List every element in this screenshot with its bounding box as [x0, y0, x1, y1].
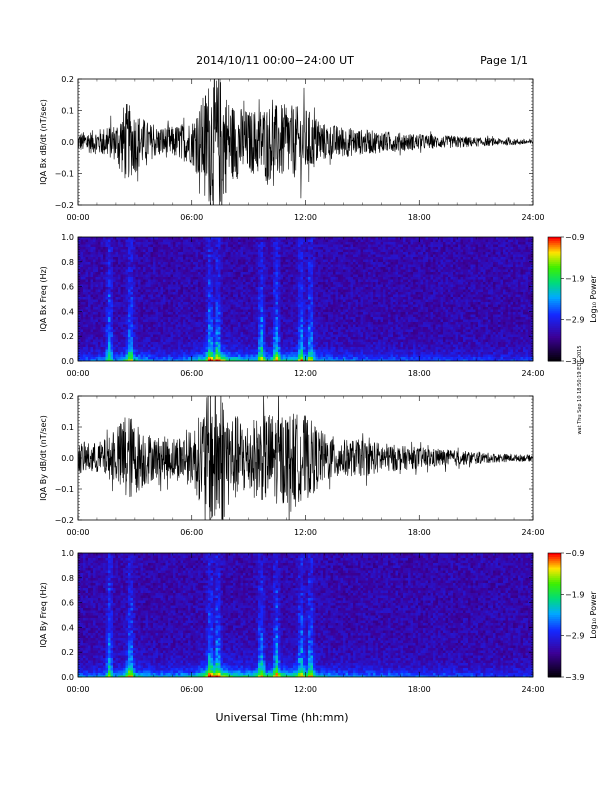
x-tick-label: 06:00 [180, 685, 203, 694]
colorbar: −0.9 −1.9 −2.9 −3.9 Log₁₀ Power [547, 549, 598, 682]
heatmap-cells [78, 553, 533, 677]
panel-4: −0.9 −1.9 −2.9 −3.9 Log₁₀ Power 0.0 0.2 0.4 0.6 0… [39, 549, 598, 694]
colorbar-label: Log₁₀ Power [589, 591, 598, 639]
side-stamp: wat Thu Sep 10 18:50:19 EDT 2015 [577, 345, 583, 434]
colorbar: −0.9 −1.9 −2.9 −3.9 Log₁₀ Power [547, 233, 598, 366]
x-tick-label: 18:00 [408, 528, 431, 537]
y-tick-label: 1.0 [61, 233, 74, 242]
y-tick-label: 0.6 [61, 283, 74, 292]
y-tick-label: 0.0 [61, 673, 74, 682]
panels: −0.2 −0.1 0.0 0.1 0.2 00:00 06:00 12:00 18:00 24:… [39, 75, 598, 694]
colorbar-tick-label: −0.9 [565, 233, 584, 242]
panel-3: −0.2 −0.1 0.0 0.1 0.2 00:00 06:00 12:00 18:00 24:… [39, 392, 545, 537]
colorbar-tick-label: −3.9 [565, 357, 584, 366]
y-tick-label: 0.0 [61, 138, 74, 147]
panel-2: −0.9 −1.9 −2.9 −3.9 Log₁₀ Power 0.0 0.2 0.4 0.6 0… [39, 233, 598, 378]
y-tick-label: 0.6 [61, 599, 74, 608]
colorbar-tick-label: −0.9 [565, 549, 584, 558]
y-tick-label: −0.1 [55, 485, 74, 494]
x-tick-label: 00:00 [66, 213, 89, 222]
page-title: 2014/10/11 00:00−24:00 UT [196, 54, 354, 67]
x-tick-label: 00:00 [66, 685, 89, 694]
colorbar-tick-label: −3.9 [565, 673, 584, 682]
y-tick-label: 0.8 [61, 574, 74, 583]
x-tick-label: 24:00 [521, 528, 544, 537]
x-tick-label: 12:00 [294, 685, 317, 694]
x-tick-label: 24:00 [521, 685, 544, 694]
series-line [78, 396, 533, 520]
page-number: Page 1/1 [480, 54, 528, 67]
y-tick-label: 0.1 [61, 423, 74, 432]
x-axis-label: Universal Time (hh:mm) [216, 711, 349, 724]
y-tick-label: 0.2 [61, 392, 74, 401]
y-tick-label: −0.2 [55, 516, 74, 525]
colorbar-label: Log₁₀ Power [589, 275, 598, 323]
x-tick-label: 00:00 [66, 369, 89, 378]
y-tick-label: 1.0 [61, 549, 74, 558]
y-tick-label: 0.4 [61, 623, 74, 632]
y-axis-label: IQA Bx dB/dt (nT/sec) [39, 99, 48, 185]
x-tick-label: 18:00 [408, 213, 431, 222]
heatmap-cells [78, 237, 533, 361]
colorbar-tick-label: −1.9 [565, 274, 584, 283]
y-tick-label: −0.1 [55, 170, 74, 179]
y-tick-label: −0.2 [55, 201, 74, 210]
y-tick-label: 0.8 [61, 258, 74, 267]
y-axis-label: IQA Bx Freq (Hz) [39, 266, 48, 332]
y-axis-label: IQA By Freq (Hz) [39, 582, 48, 648]
y-tick-label: 0.1 [61, 107, 74, 116]
colorbar-tick-label: −2.9 [565, 632, 584, 641]
panel-1: −0.2 −0.1 0.0 0.1 0.2 00:00 06:00 12:00 18:00 24:… [39, 75, 545, 222]
y-axis-label: IQA By dB/dt (nT/sec) [39, 415, 48, 501]
x-tick-label: 18:00 [408, 685, 431, 694]
colorbar-tick-label: −1.9 [565, 590, 584, 599]
x-tick-label: 12:00 [294, 369, 317, 378]
x-tick-label: 24:00 [521, 369, 544, 378]
y-tick-label: 0.4 [61, 307, 74, 316]
x-tick-label: 06:00 [180, 369, 203, 378]
colorbar-tick-label: −2.9 [565, 316, 584, 325]
x-tick-label: 06:00 [180, 528, 203, 537]
series-line [78, 79, 533, 205]
y-tick-label: 0.0 [61, 357, 74, 366]
x-tick-label: 00:00 [66, 528, 89, 537]
x-tick-label: 24:00 [521, 213, 544, 222]
y-tick-label: 0.2 [61, 75, 74, 84]
y-tick-label: 0.2 [61, 648, 74, 657]
y-tick-label: 0.2 [61, 332, 74, 341]
x-tick-label: 12:00 [294, 528, 317, 537]
x-tick-label: 12:00 [294, 213, 317, 222]
x-tick-label: 06:00 [180, 213, 203, 222]
x-tick-label: 18:00 [408, 369, 431, 378]
y-tick-label: 0.0 [61, 454, 74, 463]
